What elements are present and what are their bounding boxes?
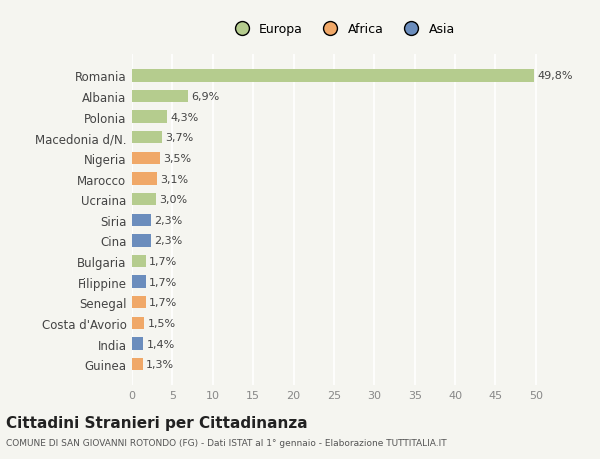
Bar xyxy=(132,152,160,165)
Bar xyxy=(132,173,157,185)
Bar xyxy=(132,111,167,123)
Text: 49,8%: 49,8% xyxy=(538,71,573,81)
Text: 1,3%: 1,3% xyxy=(146,359,174,369)
Text: 6,9%: 6,9% xyxy=(191,92,219,102)
Bar xyxy=(132,317,144,330)
Text: 1,5%: 1,5% xyxy=(148,318,175,328)
Bar xyxy=(132,91,188,103)
Text: 3,0%: 3,0% xyxy=(160,195,188,205)
Text: 1,4%: 1,4% xyxy=(146,339,175,349)
Bar xyxy=(132,276,146,288)
Bar xyxy=(132,194,156,206)
Text: Cittadini Stranieri per Cittadinanza: Cittadini Stranieri per Cittadinanza xyxy=(6,415,308,430)
Text: 1,7%: 1,7% xyxy=(149,277,177,287)
Text: 1,7%: 1,7% xyxy=(149,297,177,308)
Text: 1,7%: 1,7% xyxy=(149,257,177,267)
Text: 4,3%: 4,3% xyxy=(170,112,198,123)
Text: 3,5%: 3,5% xyxy=(163,154,191,163)
Bar xyxy=(132,70,534,83)
Legend: Europa, Africa, Asia: Europa, Africa, Asia xyxy=(224,18,460,41)
Text: 3,1%: 3,1% xyxy=(160,174,188,184)
Text: 2,3%: 2,3% xyxy=(154,215,182,225)
Bar xyxy=(132,132,162,144)
Bar xyxy=(132,297,146,309)
Bar xyxy=(132,358,143,370)
Text: 3,7%: 3,7% xyxy=(165,133,193,143)
Bar xyxy=(132,235,151,247)
Bar xyxy=(132,255,146,268)
Bar xyxy=(132,214,151,226)
Text: 2,3%: 2,3% xyxy=(154,236,182,246)
Bar xyxy=(132,338,143,350)
Text: COMUNE DI SAN GIOVANNI ROTONDO (FG) - Dati ISTAT al 1° gennaio - Elaborazione TU: COMUNE DI SAN GIOVANNI ROTONDO (FG) - Da… xyxy=(6,438,446,447)
